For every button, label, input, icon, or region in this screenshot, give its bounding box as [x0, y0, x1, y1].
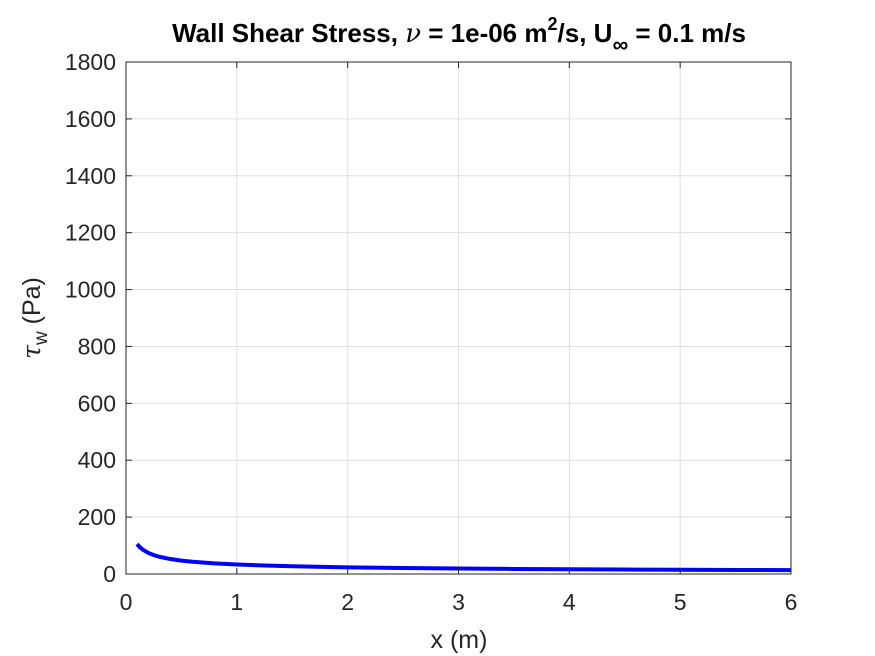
- x-tick-label: 5: [674, 589, 687, 615]
- y-tick-label: 600: [78, 390, 116, 416]
- x-tick-label: 1: [230, 589, 243, 615]
- y-tick-labels: 0 200 400 600 800 1000 1200 1400 1600 1800: [65, 49, 116, 587]
- x-tick-label: 3: [452, 589, 465, 615]
- y-tick-label: 1800: [65, 49, 116, 75]
- y-axis-label: τw (Pa): [17, 277, 52, 359]
- y-tick-label: 800: [78, 333, 116, 359]
- y-tick-label: 1600: [65, 106, 116, 132]
- x-tick-label: 6: [785, 589, 798, 615]
- x-tick-labels: 0 1 2 3 4 5 6: [120, 589, 798, 615]
- y-tick-label: 400: [78, 447, 116, 473]
- x-tick-label: 2: [341, 589, 354, 615]
- x-tick-label: 0: [120, 589, 133, 615]
- x-tick-label: 4: [563, 589, 576, 615]
- y-tick-label: 1000: [65, 277, 116, 303]
- y-tick-label: 1400: [65, 163, 116, 189]
- y-tick-label: 0: [103, 561, 116, 587]
- x-axis-label: x (m): [431, 626, 488, 654]
- series-layer: [135, 542, 792, 573]
- y-tick-label: 200: [78, 504, 116, 530]
- grid: [126, 62, 791, 574]
- series-line-0: [135, 542, 792, 573]
- y-tick-label: 1200: [65, 220, 116, 246]
- chart-title: Wall Shear Stress, ν = 1e-06 m2/s, U∞ = …: [172, 14, 746, 57]
- ticks: [125, 61, 792, 575]
